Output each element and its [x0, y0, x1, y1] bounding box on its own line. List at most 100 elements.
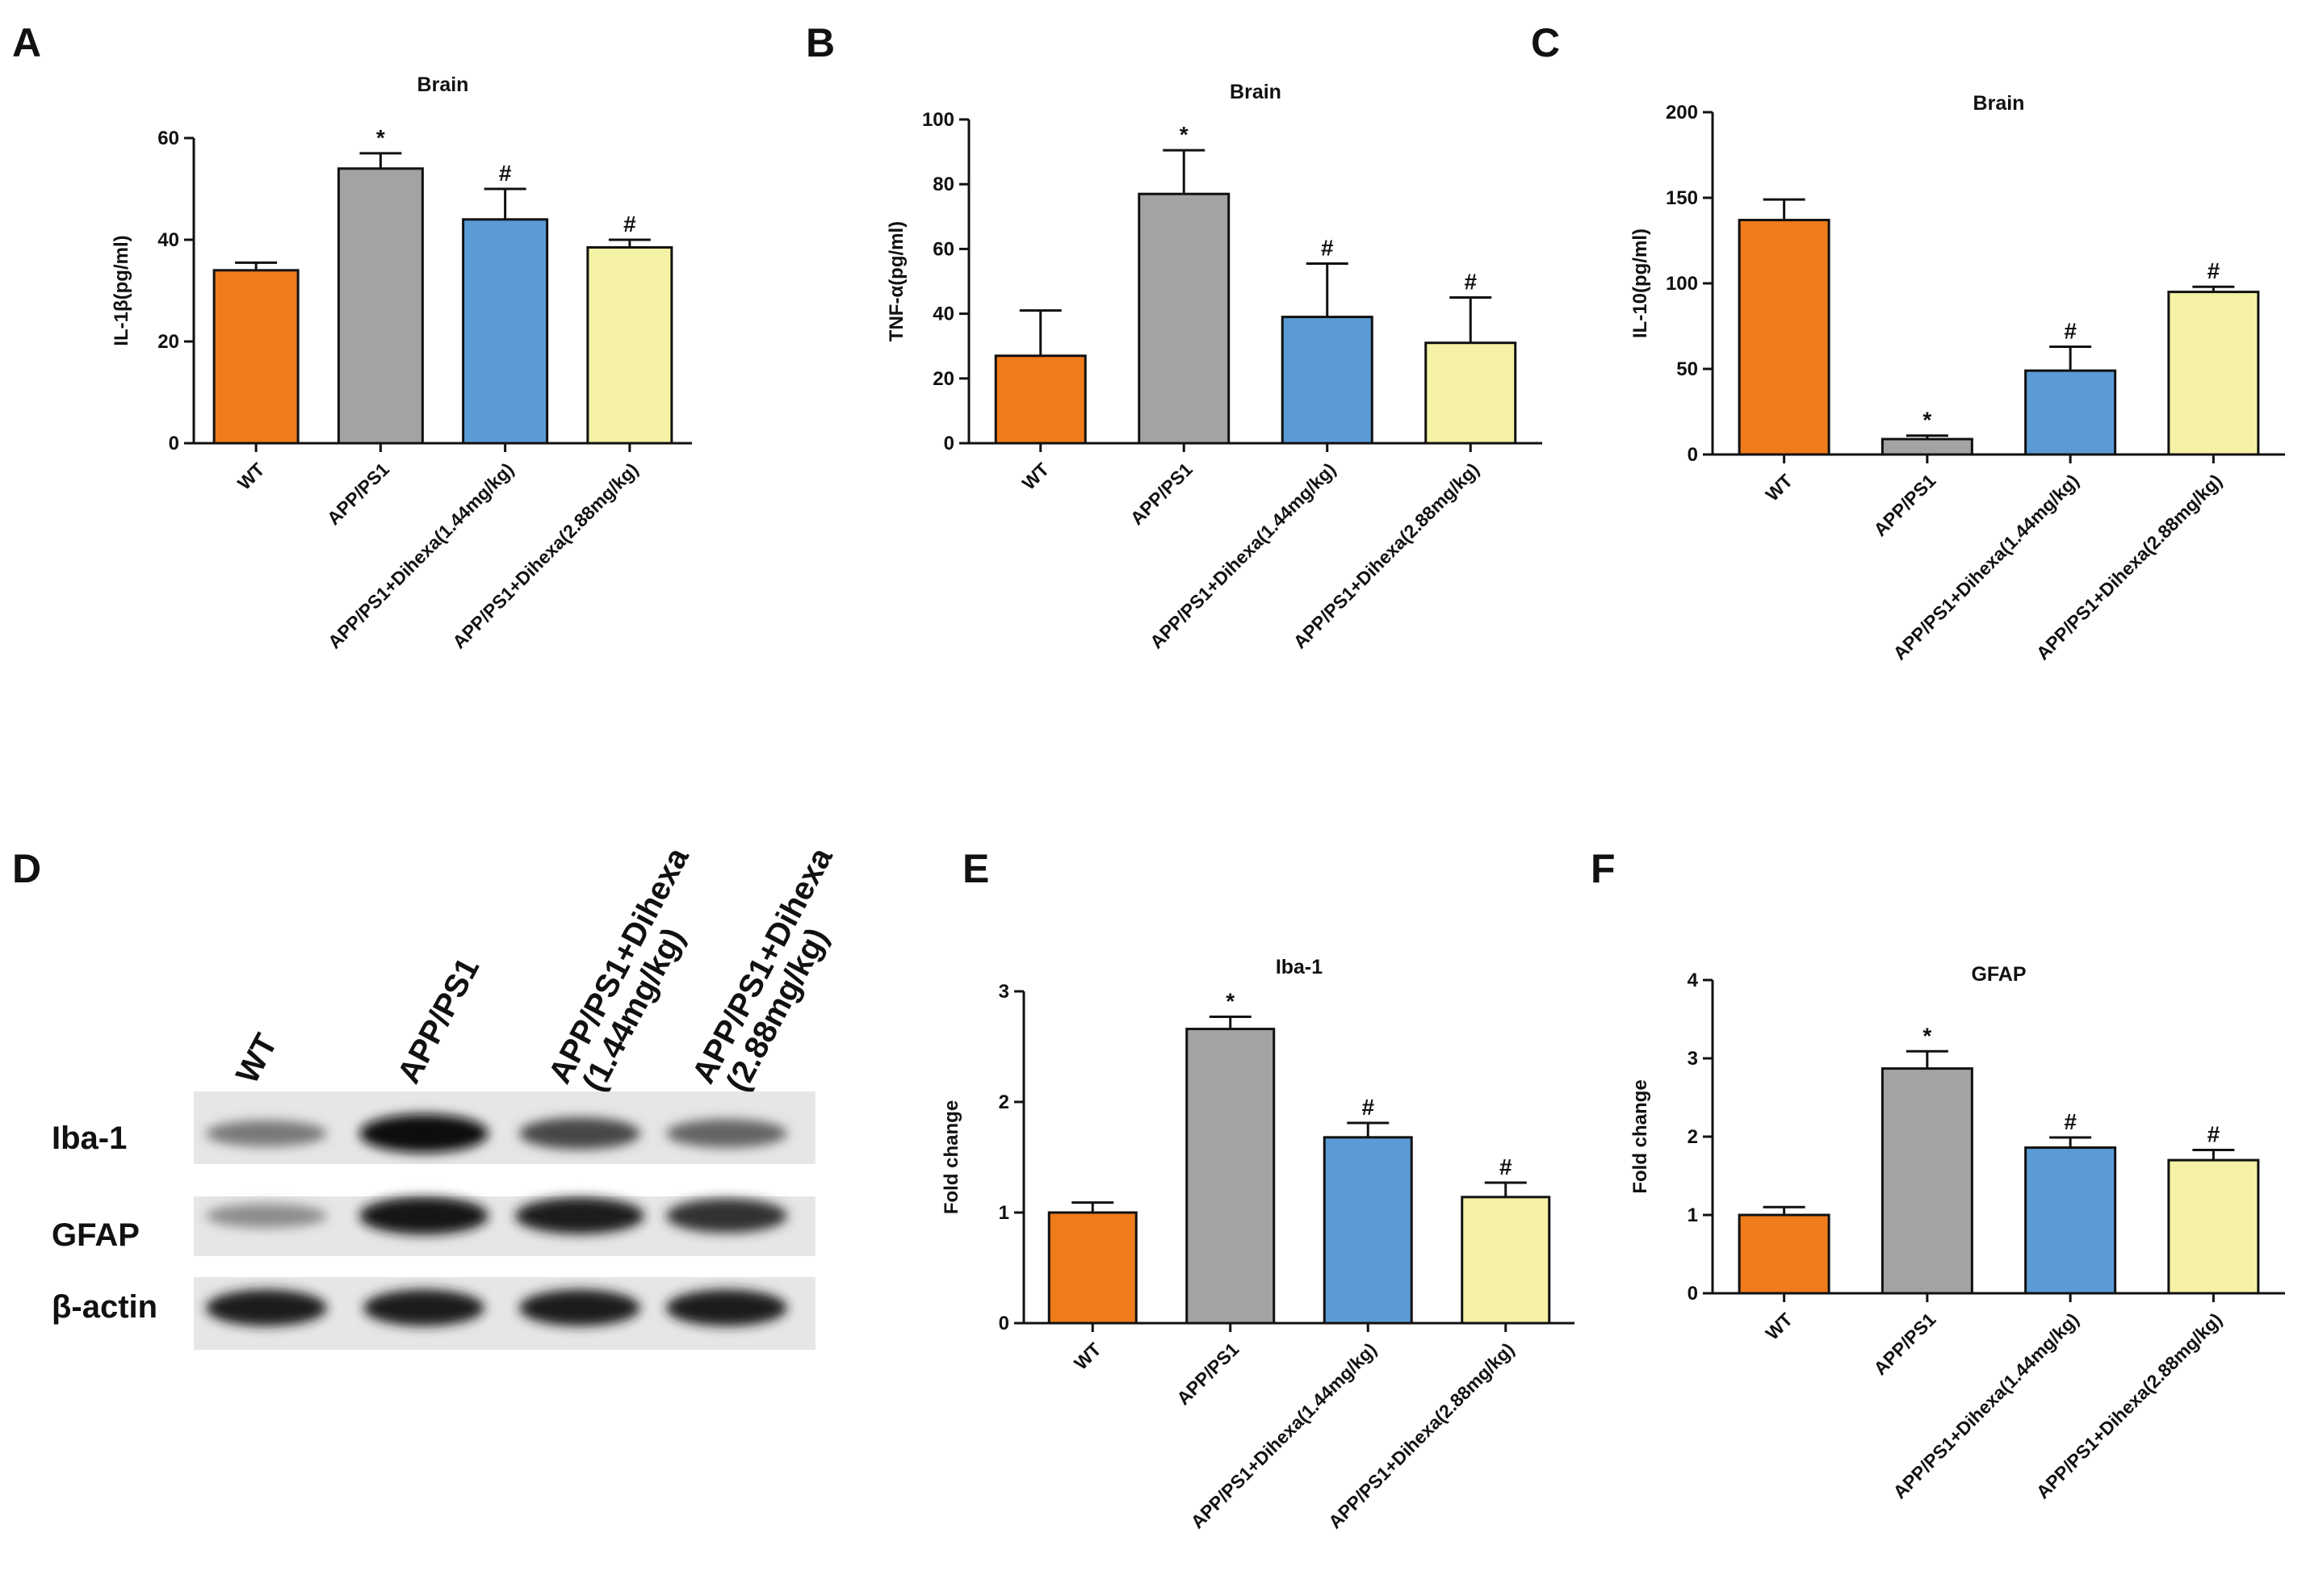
category-label: WT: [233, 459, 269, 494]
bar: [1047, 1211, 1138, 1325]
y-tick-label: 50: [1676, 358, 1698, 380]
y-tick-label: 60: [157, 128, 179, 149]
y-tick-label: 4: [1688, 970, 1699, 991]
blot-band: [359, 1196, 488, 1235]
blot-row-label: Iba-1: [52, 1121, 127, 1156]
y-tick-label: 0: [1688, 1283, 1698, 1305]
panel-letter-f: F: [1591, 846, 1616, 891]
chart-title: Iba-1: [1276, 956, 1323, 978]
significance-marker: #: [1499, 1154, 1512, 1179]
significance-marker: #: [623, 212, 636, 237]
y-tick-label: 40: [933, 304, 954, 325]
y-tick-label: 0: [999, 1313, 1009, 1334]
y-tick-label: 1: [999, 1202, 1009, 1224]
bar: [1424, 341, 1517, 445]
y-tick-label: 100: [1666, 273, 1698, 295]
significance-marker: #: [2064, 1109, 2077, 1134]
blot-band: [666, 1198, 787, 1234]
significance-marker: *: [1922, 1023, 1931, 1048]
y-tick-label: 150: [1666, 187, 1698, 209]
chart-title: GFAP: [1971, 963, 2026, 986]
y-tick-label: 0: [169, 433, 179, 455]
bar: [2167, 1158, 2260, 1295]
bar: [1738, 219, 1830, 456]
y-tick-label: 3: [1688, 1048, 1698, 1070]
category-label: APP/PS1: [1126, 459, 1197, 529]
significance-marker: #: [2064, 318, 2077, 343]
blot-band: [206, 1120, 327, 1147]
y-tick-label: 0: [944, 433, 954, 455]
significance-marker: #: [1321, 235, 1334, 260]
blot-lane-label: WT: [229, 1028, 284, 1090]
y-tick-label: 40: [157, 229, 179, 251]
bar: [1461, 1196, 1551, 1325]
panel-letter-b: B: [806, 20, 835, 65]
category-label: WT: [1761, 1309, 1797, 1344]
significance-marker: #: [1361, 1095, 1374, 1120]
category-label: WT: [1761, 470, 1797, 505]
chart-il1b: Brain0204060IL-1β(pg/ml)WT*APP/PS1#APP/P…: [111, 73, 692, 652]
y-tick-label: 2: [999, 1091, 1009, 1113]
category-label: APP/PS1: [1172, 1338, 1243, 1409]
chart-title: Brain: [1230, 81, 1281, 103]
category-label: APP/PS1: [1869, 470, 1939, 540]
blot-row-label: β-actin: [52, 1289, 157, 1325]
blot-band: [666, 1289, 787, 1326]
y-axis-label: Fold change: [941, 1100, 962, 1214]
bar: [2167, 291, 2260, 456]
bar: [2024, 369, 2117, 456]
category-label: APP/PS1: [1869, 1309, 1939, 1379]
blot-band: [666, 1119, 787, 1148]
blot-band: [206, 1289, 327, 1326]
blot-band: [206, 1204, 327, 1228]
blot-band: [359, 1114, 488, 1153]
y-axis-label: Fold change: [1629, 1079, 1651, 1193]
panel-letter-d: D: [12, 846, 41, 891]
blot-row-label: GFAP: [52, 1217, 140, 1253]
y-tick-label: 60: [933, 238, 954, 260]
significance-marker: *: [1226, 989, 1235, 1014]
y-tick-label: 0: [1688, 444, 1698, 466]
chart-tnfa: Brain 0 20 40 60 80 100 TNF-α(pg/ml) WT * APP/PS1 #…: [886, 81, 1542, 652]
blot-band: [363, 1289, 484, 1326]
bar: [994, 354, 1087, 445]
y-axis-label: IL-10(pg/ml): [1629, 228, 1651, 338]
y-tick-label: 20: [933, 368, 954, 390]
bar: [586, 245, 673, 445]
significance-marker: *: [1180, 122, 1189, 147]
panel-letter-e: E: [962, 846, 989, 891]
y-tick-label: 1: [1688, 1204, 1698, 1226]
blot-band: [519, 1289, 640, 1326]
bar: [1323, 1136, 1413, 1325]
blot-lane-label: APP/PS1: [391, 952, 486, 1089]
significance-marker: *: [376, 125, 385, 150]
bar: [1281, 316, 1373, 445]
category-label: WT: [1018, 459, 1054, 494]
bar: [1138, 192, 1231, 445]
y-tick-label: 100: [922, 109, 954, 131]
bar: [1880, 1067, 1973, 1295]
bar: [1185, 1028, 1276, 1325]
blot-band: [515, 1197, 644, 1234]
significance-marker: #: [1464, 270, 1477, 295]
y-axis-label: IL-1β(pg/ml): [111, 235, 132, 346]
significance-marker: #: [2207, 258, 2220, 283]
y-tick-label: 20: [157, 331, 179, 353]
y-tick-label: 3: [999, 981, 1009, 1003]
significance-marker: *: [1922, 408, 1931, 433]
y-axis-label: TNF-α(pg/ml): [886, 221, 908, 341]
panel-letter-c: C: [1531, 20, 1560, 65]
y-tick-label: 2: [1688, 1126, 1698, 1148]
bar: [337, 167, 424, 445]
chart-title: Brain: [417, 73, 469, 96]
bar: [1738, 1213, 1830, 1295]
blot-band: [519, 1117, 640, 1150]
bar: [212, 269, 300, 445]
bar: [1880, 438, 1973, 456]
category-label: APP/PS1: [323, 459, 393, 529]
category-label: WT: [1070, 1338, 1105, 1374]
